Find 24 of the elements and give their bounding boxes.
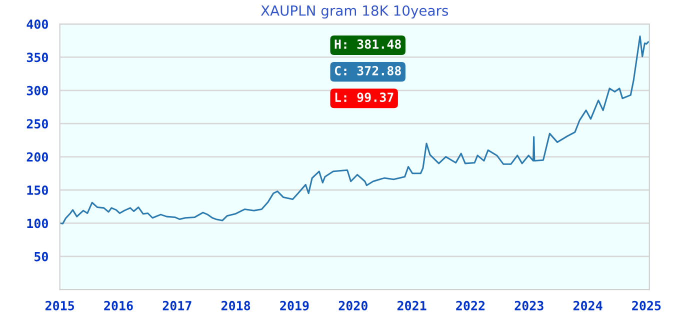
x-tick-label: 2017 [162,300,192,310]
x-tick-label: 2015 [45,300,74,310]
y-tick-label: 300 [26,86,48,96]
x-tick-label: 2023 [514,300,544,310]
chart-title: XAUPLN gram 18K 10years [260,5,448,19]
annotation: H: 381.48 [334,39,401,49]
x-tick-label: 2024 [573,300,602,310]
y-tick-label: 100 [27,218,48,228]
y-tick-label: 200 [26,152,48,162]
annotation: C: 372.88 [334,66,401,76]
x-tick-label: 2016 [104,300,133,310]
y-tick-label: 400 [26,19,48,29]
y-tick-label: 250 [26,119,48,129]
x-tick-label: 2018 [221,300,250,310]
annotation: L: 99.37 [335,92,394,102]
y-tick-label: 150 [27,185,48,195]
x-tick-label: 2020 [338,300,368,310]
y-tick-label: 350 [26,52,48,62]
x-tick-label: 2025 [632,300,661,310]
x-tick-label: 2022 [456,300,484,310]
y-tick-label: 50 [34,252,48,262]
line-series [60,36,649,224]
x-tick-label: 2021 [397,300,426,310]
x-tick-label: 2019 [280,300,309,310]
